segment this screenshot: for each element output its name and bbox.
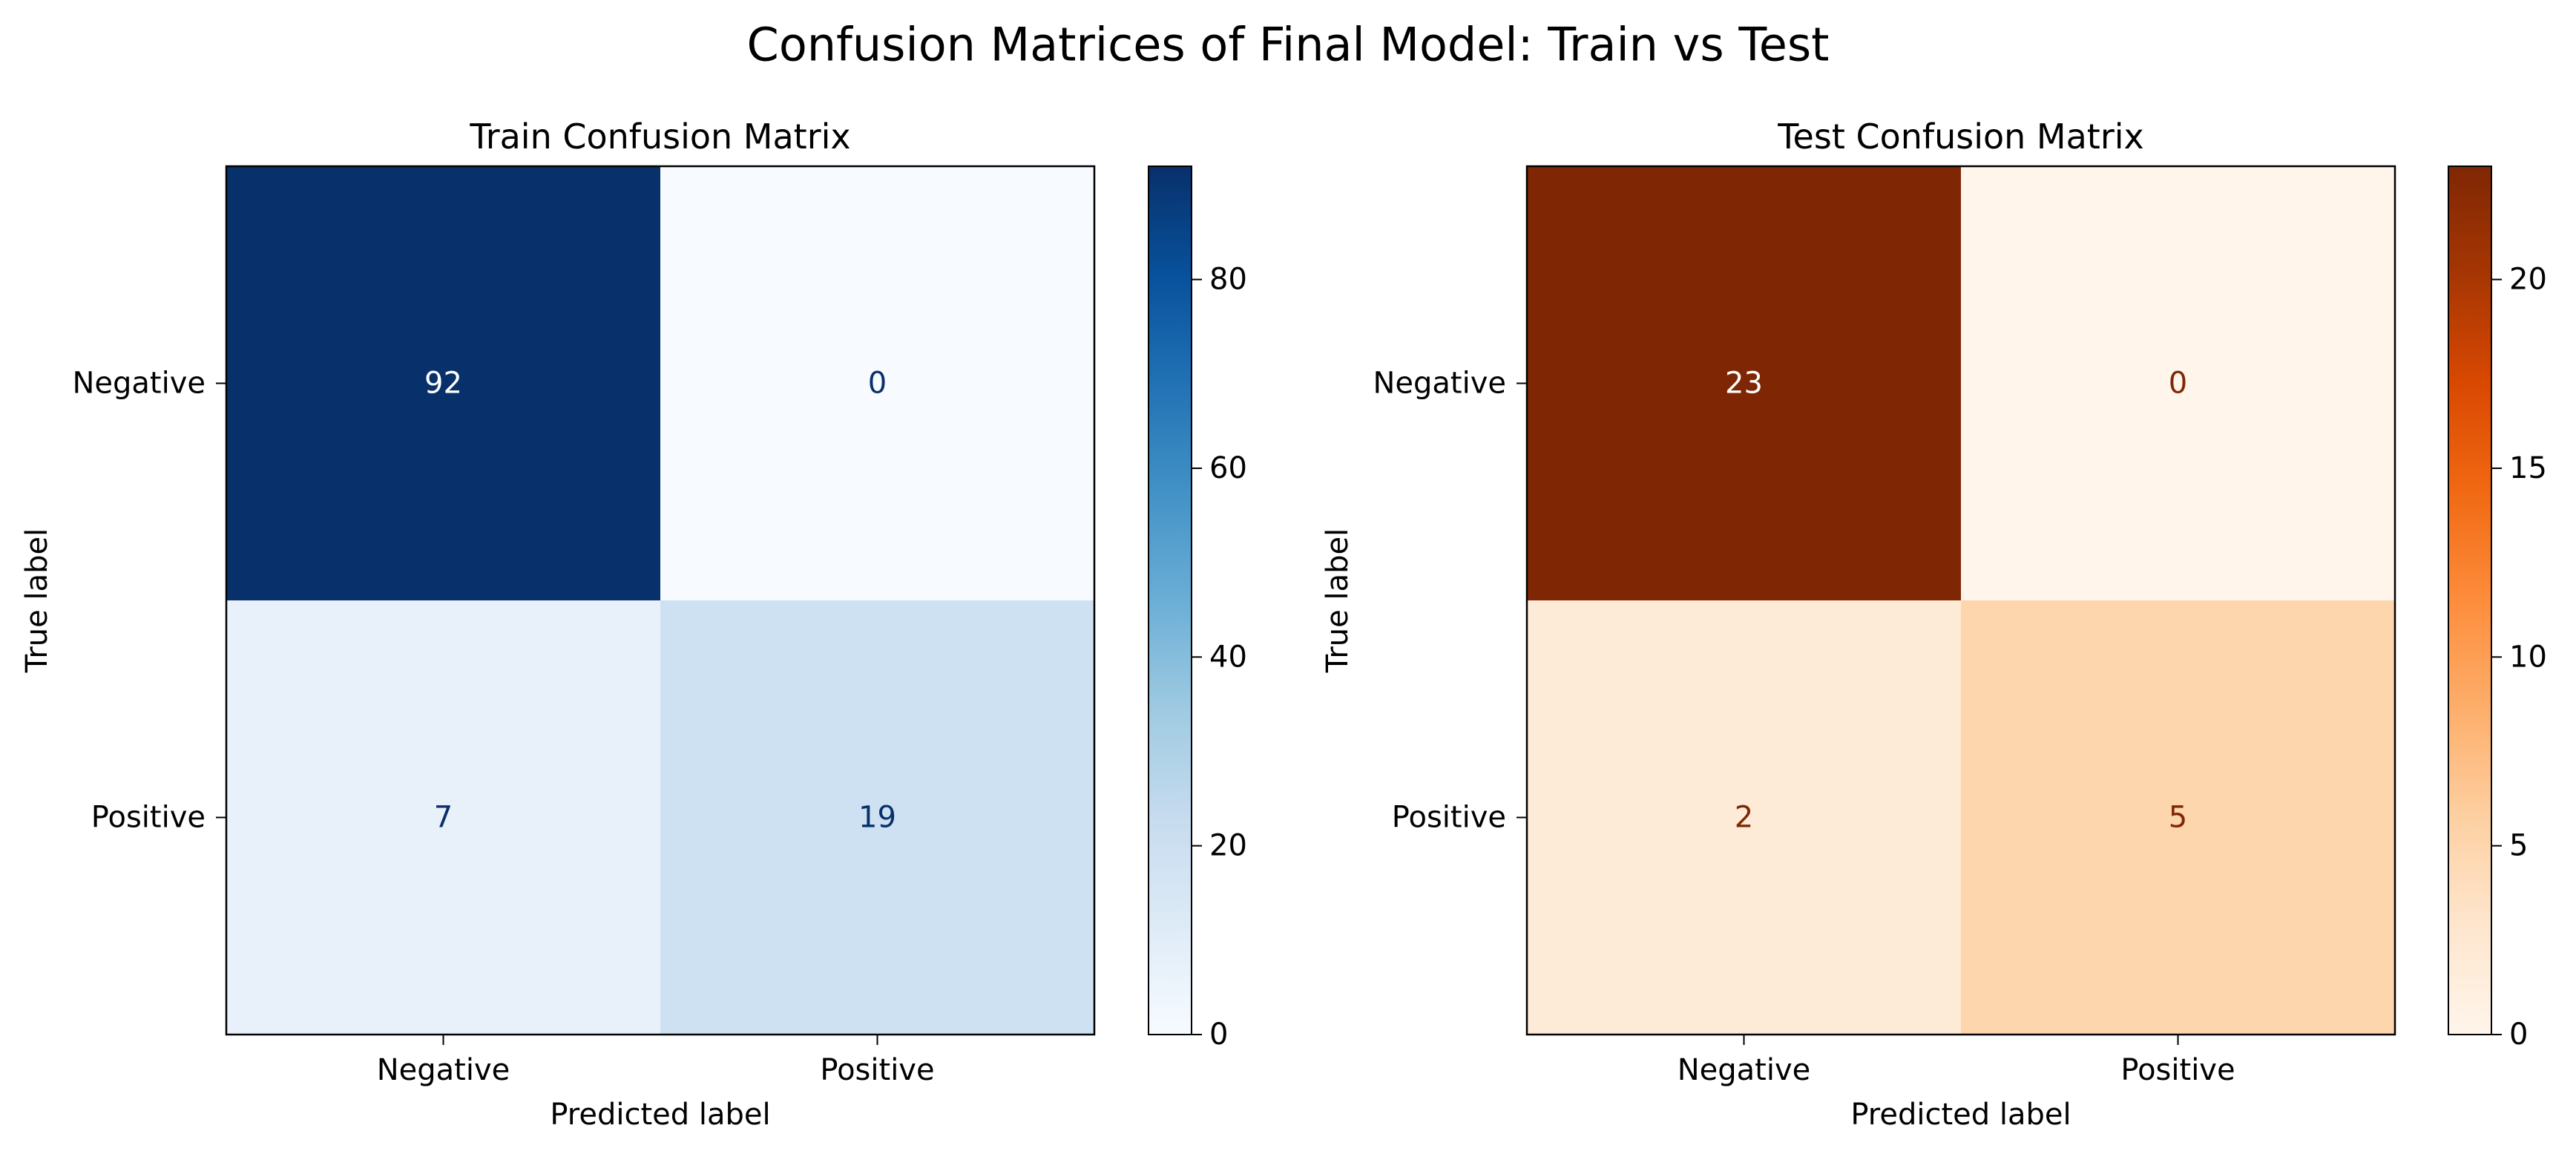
train-confusion-matrix-panel: 92 0 7 19 Negative Positive Negative Positive Tr…	[20, 117, 1247, 1132]
test-axes-frame	[1525, 165, 2396, 1036]
test-cell-r1-c1	[1961, 600, 2395, 1035]
test-cell-value-r1-c0: 2	[1735, 801, 1753, 835]
test-y-axis-label: True label	[1321, 528, 1355, 673]
test-cell-value-r0-c0: 23	[1725, 367, 1763, 401]
train-cell-r0-c0	[226, 166, 660, 600]
test-colorbar	[2448, 166, 2491, 1035]
train-colorbar-tick-label-0: 0	[1209, 1017, 1228, 1052]
train-colorbar-tick-label-3: 60	[1209, 451, 1247, 485]
test-cell-r1-c0	[1527, 600, 1961, 1035]
test-colorbar-tick-label-2: 10	[2509, 640, 2547, 674]
test-confusion-matrix-panel: 23 0 2 5 Negative Positive Negative Positive Tes…	[1321, 117, 2547, 1132]
test-colorbar-tick-label-4: 20	[2509, 263, 2547, 297]
test-x-tick-label-1: Positive	[2120, 1053, 2235, 1087]
train-cell-r1-c1	[660, 600, 1094, 1035]
train-cell-value-r1-c0: 7	[434, 801, 453, 835]
test-y-tick-label-0: Negative	[1373, 367, 1506, 401]
test-x-axis-label: Predicted label	[1850, 1098, 2071, 1132]
test-x-tick-label-0: Negative	[1678, 1053, 1811, 1087]
train-cell-value-r1-c1: 19	[858, 801, 896, 835]
train-x-tick-label-0: Negative	[377, 1053, 510, 1087]
train-y-tick-label-0: Negative	[72, 367, 206, 401]
train-colorbar-tick-label-2: 40	[1209, 640, 1247, 674]
test-cell-r0-c0	[1527, 166, 1961, 600]
test-cell-value-r1-c1: 5	[2169, 801, 2187, 835]
train-colorbar-tick-label-1: 20	[1209, 829, 1247, 863]
test-colorbar-frame	[2448, 165, 2492, 1035]
train-x-tick-label-1: Positive	[820, 1053, 934, 1087]
train-y-axis-label: True label	[20, 528, 54, 673]
train-cell-r1-c0	[226, 600, 660, 1035]
figure-suptitle: Confusion Matrices of Final Model: Train…	[747, 18, 1830, 72]
train-y-tick-label-1: Positive	[91, 801, 206, 835]
test-cell-r0-c1	[1961, 166, 2395, 600]
train-cell-value-r0-c1: 0	[868, 367, 887, 401]
train-cell-value-r0-c0: 92	[424, 367, 462, 401]
test-chart-title: Test Confusion Matrix	[1777, 117, 2143, 157]
test-colorbar-tick-label-3: 15	[2509, 451, 2547, 485]
test-y-tick-label-1: Positive	[1392, 801, 1506, 835]
train-chart-title: Train Confusion Matrix	[469, 117, 850, 157]
test-colorbar-tick-label-0: 0	[2509, 1017, 2528, 1052]
train-colorbar-frame	[1148, 165, 1192, 1035]
test-colorbar-tick-label-1: 5	[2509, 829, 2528, 863]
train-axes-frame	[225, 165, 1096, 1036]
train-cell-r0-c1	[660, 166, 1094, 600]
train-colorbar	[1149, 166, 1192, 1035]
train-x-axis-label: Predicted label	[550, 1098, 770, 1132]
train-colorbar-tick-label-4: 80	[1209, 263, 1247, 297]
test-cell-value-r0-c1: 0	[2169, 367, 2187, 401]
